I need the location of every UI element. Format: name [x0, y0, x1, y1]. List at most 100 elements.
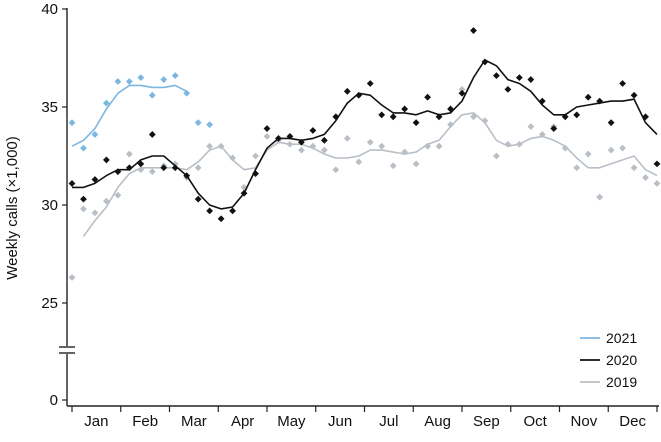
data-point-2020: [286, 133, 294, 140]
data-point-2020: [619, 80, 626, 87]
data-point-2020: [458, 89, 466, 97]
x-tick-label-mar: Mar: [181, 413, 207, 430]
data-point-2020: [103, 156, 110, 164]
data-point-2020: [424, 93, 431, 101]
data-point-2019: [561, 144, 569, 152]
legend-item-2020: 2020: [580, 352, 637, 368]
data-point-2019: [103, 197, 110, 205]
data-point-2021: [91, 131, 99, 138]
data-point-2019: [80, 205, 87, 213]
data-point-2021: [103, 99, 110, 107]
data-point-2019: [343, 134, 351, 142]
data-point-2020: [389, 113, 397, 121]
data-point-2019: [515, 140, 523, 148]
data-point-2020: [148, 131, 156, 138]
data-point-2020: [263, 125, 271, 132]
data-point-2019: [286, 140, 294, 148]
data-point-2020: [584, 93, 592, 101]
data-point-2019: [584, 150, 592, 158]
data-point-2021: [160, 76, 168, 83]
data-point-2019: [573, 164, 581, 172]
data-point-2019: [320, 146, 328, 154]
data-point-2021: [206, 121, 214, 129]
y-tick-label: 35: [41, 99, 58, 116]
data-point-2019: [481, 117, 489, 125]
data-point-2019: [493, 152, 500, 160]
data-point-2021: [194, 119, 202, 127]
data-point-2019: [148, 168, 156, 176]
data-point-2020: [378, 111, 386, 119]
data-point-2020: [412, 119, 420, 127]
data-point-2020: [194, 195, 202, 203]
trend-line-2021: [71, 84, 188, 147]
y-tick-label: 40: [41, 1, 58, 18]
data-point-2020: [91, 176, 99, 183]
data-point-2020: [275, 134, 282, 142]
series-2019: [68, 85, 661, 281]
data-point-2020: [298, 138, 305, 146]
data-point-2019: [470, 113, 477, 121]
data-point-2021: [183, 89, 191, 97]
data-point-2019: [630, 164, 638, 172]
data-point-2019: [389, 162, 397, 170]
data-point-2020: [229, 207, 236, 215]
y-axis-title: Weekly calls (×1,000): [4, 136, 21, 280]
data-point-2019: [125, 150, 133, 158]
series-2020: [68, 27, 661, 223]
data-point-2021: [125, 78, 133, 85]
data-point-2021: [68, 119, 76, 127]
data-point-2019: [366, 138, 374, 146]
data-point-2020: [550, 125, 558, 132]
data-point-2019: [298, 146, 305, 154]
data-point-2019: [458, 85, 466, 93]
data-point-2019: [504, 140, 512, 148]
data-point-2020: [538, 97, 546, 105]
data-point-2019: [653, 180, 661, 187]
data-point-2019: [171, 160, 179, 168]
data-point-2020: [114, 168, 122, 176]
y-tick-label: 30: [41, 197, 58, 214]
series-2021: [68, 72, 214, 152]
x-tick-label-feb: Feb: [132, 413, 158, 430]
data-point-2019: [332, 166, 340, 174]
data-point-2020: [481, 58, 489, 66]
data-point-2020: [320, 136, 328, 144]
data-point-2020: [527, 76, 535, 83]
data-point-2019: [596, 193, 604, 201]
legend-label-2021: 2021: [606, 330, 637, 346]
data-point-2020: [607, 119, 615, 127]
data-point-2020: [493, 72, 500, 80]
data-point-2021: [114, 78, 122, 85]
data-point-2019: [538, 131, 546, 138]
data-point-2019: [619, 144, 626, 152]
data-point-2020: [252, 170, 259, 178]
data-point-2020: [653, 160, 661, 168]
data-point-2020: [206, 207, 214, 215]
data-point-2019: [217, 142, 225, 150]
data-point-2019: [642, 174, 649, 181]
legend-item-2021: 2021: [580, 330, 637, 346]
data-point-2019: [68, 274, 76, 281]
data-point-2020: [332, 113, 340, 121]
legend: 2021 2020 2019: [580, 330, 637, 390]
data-point-2019: [424, 142, 431, 150]
data-point-2020: [217, 215, 225, 223]
legend-label-2019: 2019: [606, 374, 637, 390]
data-point-2019: [412, 160, 420, 168]
x-tick-label-oct: Oct: [523, 413, 547, 430]
data-point-2020: [355, 91, 363, 99]
data-point-2020: [561, 113, 569, 121]
data-point-2019: [114, 191, 122, 199]
data-point-2019: [229, 154, 236, 162]
data-point-2019: [435, 142, 443, 150]
data-point-2020: [515, 74, 523, 81]
x-tick-label-sep: Sep: [473, 413, 500, 430]
axes: 0 25 30 35 40 Jan Feb Mar Apr May Jun Jul Aug Sep Oct N…: [41, 1, 659, 430]
trend-line-2020: [72, 59, 658, 210]
data-point-2019: [401, 148, 409, 156]
data-point-2019: [91, 209, 99, 217]
data-point-2019: [137, 166, 145, 174]
data-point-2020: [573, 111, 581, 119]
data-point-2020: [447, 105, 454, 113]
